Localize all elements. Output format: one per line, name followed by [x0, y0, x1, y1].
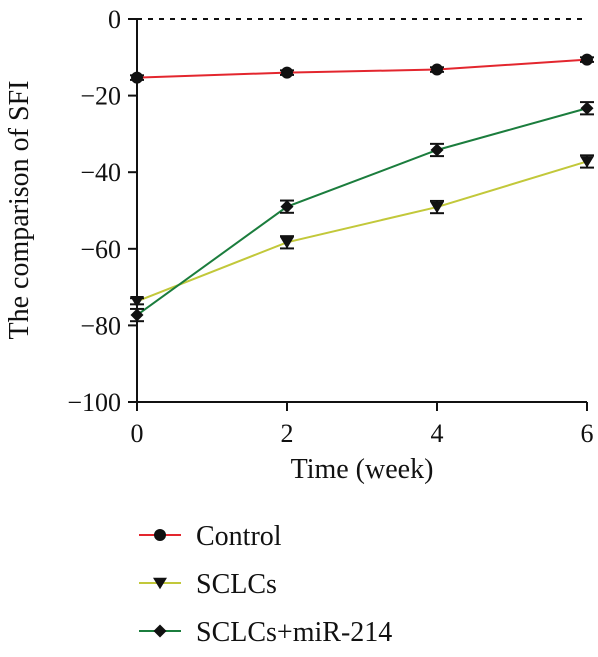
legend-label: SCLCs+miR-214: [196, 617, 392, 648]
legend-item: SCLCs+miR-214: [139, 617, 392, 648]
series-3: [130, 101, 594, 323]
y-axis-title: The comparison of SFI: [4, 81, 35, 340]
data-point: [430, 143, 444, 157]
y-tick-label: 0: [108, 5, 121, 34]
data-point: [131, 71, 143, 84]
x-tick-label: 2: [281, 419, 294, 448]
y-tick-label: −100: [67, 388, 121, 417]
data-point: [431, 63, 443, 76]
y-tick-label: −20: [80, 82, 121, 111]
legend-label: SCLCs: [196, 569, 277, 600]
x-tick-label: 4: [431, 419, 444, 448]
legend-marker: [154, 529, 166, 541]
data-point: [581, 53, 593, 66]
legend-label: Control: [196, 521, 282, 552]
series-1: [130, 53, 594, 84]
y-tick-label: −80: [80, 311, 121, 340]
data-point: [430, 201, 444, 214]
data-point: [280, 237, 294, 249]
plot-area: [130, 53, 594, 323]
data-point: [580, 101, 594, 115]
series-2: [130, 154, 594, 308]
x-axis-title: Time (week): [291, 454, 434, 485]
legend-item: SCLCs: [139, 569, 277, 600]
data-point: [280, 200, 294, 214]
legend-item: Control: [139, 521, 282, 552]
data-point: [130, 296, 144, 308]
x-tick-label: 0: [131, 419, 144, 448]
series-line: [136, 58, 588, 79]
series-line: [136, 160, 588, 303]
data-point: [281, 66, 293, 79]
data-point: [580, 156, 594, 168]
legend-marker: [153, 577, 167, 590]
data-point: [130, 308, 144, 322]
series-line: [136, 107, 588, 316]
axes: 0 −20 −40 −60 −80 −100 0 2 4 6: [67, 5, 593, 448]
x-tick-label: 6: [581, 419, 594, 448]
legend-marker: [153, 624, 167, 638]
y-tick-label: −60: [80, 235, 121, 264]
legend: Control SCLCs SCLCs+miR-214: [139, 521, 392, 648]
y-tick-label: −40: [80, 158, 121, 187]
